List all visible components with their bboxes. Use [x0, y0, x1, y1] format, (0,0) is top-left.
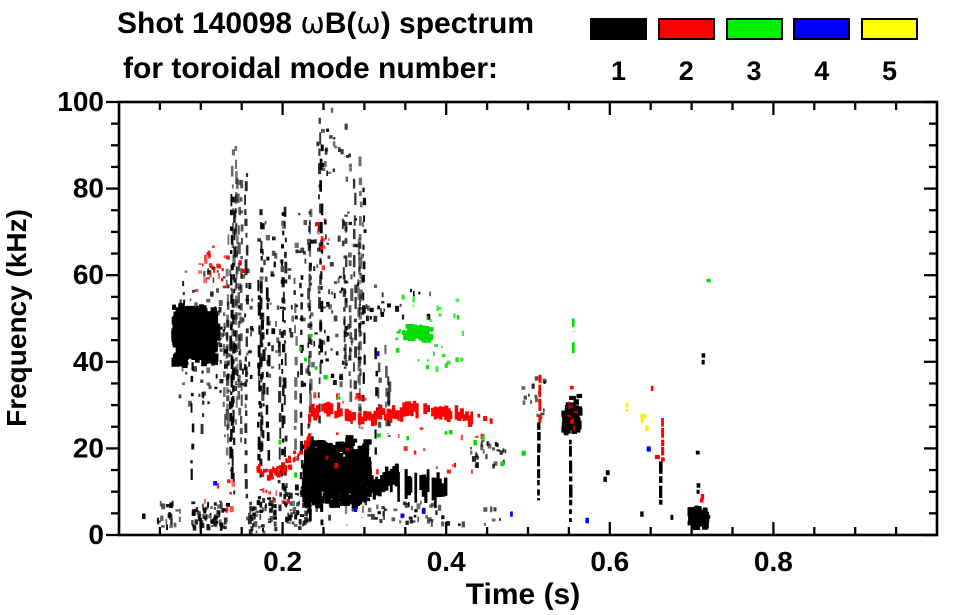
legend-label-mode-5: 5	[881, 56, 898, 86]
legend-label-mode-1: 1	[610, 56, 627, 86]
y-axis-label: Frequency (kHz)	[1, 209, 32, 427]
legend-swatch-mode-5	[861, 18, 918, 40]
legend-swatch-mode-2	[657, 18, 715, 40]
series-n=4	[213, 351, 651, 524]
legend-swatch-mode-1	[590, 18, 647, 40]
legend-label-mode-3: 3	[746, 56, 762, 86]
series-n=3	[278, 278, 711, 478]
series-n=5	[625, 402, 649, 431]
omega-symbol: ω	[300, 6, 325, 40]
figure-title-line1: Shot 140098 ωB(ω) spectrum	[117, 6, 535, 40]
legend-swatch-mode-3	[725, 18, 783, 40]
y-tick-label-0: 0	[88, 519, 104, 550]
legend-swatch-mode-4	[793, 18, 851, 40]
axis-ticks	[106, 100, 937, 537]
mode-legend: 1 2 3 4 5	[590, 14, 930, 89]
x-tick-label-0.4: 0.4	[427, 546, 466, 577]
legend-label-mode-4: 4	[814, 56, 830, 86]
y-tick-label-40: 40	[73, 346, 104, 377]
x-tick-label-0.6: 0.6	[590, 546, 629, 577]
figure-title-line2: for toroidal mode number:	[123, 52, 498, 85]
legend-label-mode-2: 2	[678, 56, 694, 86]
series-n=2	[194, 218, 705, 513]
y-tick-label-60: 60	[73, 259, 104, 290]
omega-symbol: ω	[356, 6, 381, 40]
y-tick-label-20: 20	[73, 432, 104, 463]
y-tick-label-100: 100	[57, 86, 104, 117]
x-tick-label-0.8: 0.8	[754, 546, 793, 577]
scatter-data-layer	[142, 107, 711, 535]
y-tick-label-80: 80	[73, 173, 104, 204]
axis-tick-labels: 0.2 0.4 0.6 0.8 0 20 40 60 80 100	[57, 86, 793, 577]
x-axis-label: Time (s)	[466, 578, 580, 611]
x-tick-label-0.2: 0.2	[263, 546, 302, 577]
series-n=1	[142, 107, 711, 535]
